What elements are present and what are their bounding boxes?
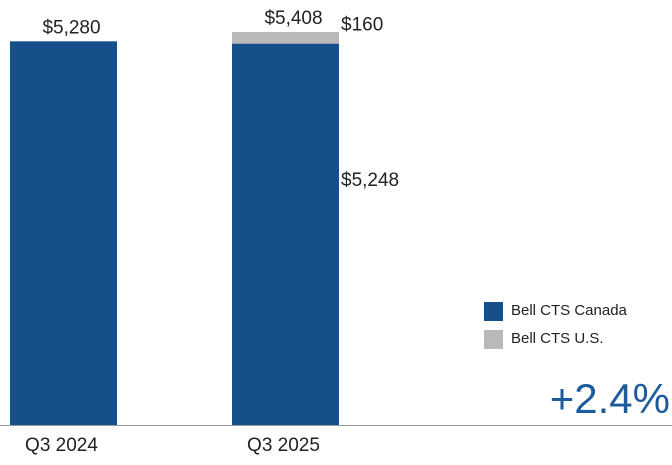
legend-label: Bell CTS U.S. — [511, 330, 604, 347]
total-label: $5,408 — [264, 8, 322, 29]
legend-swatch — [484, 302, 503, 321]
legend-swatch — [484, 330, 503, 349]
change-annotation: +2.4% — [550, 375, 670, 422]
x-tick-label: Q3 2024 — [25, 435, 98, 456]
bar-segment — [232, 32, 339, 44]
segment-label: $160 — [341, 15, 383, 36]
x-tick-label: Q3 2025 — [247, 435, 320, 456]
bar-segment — [10, 41, 117, 425]
bar-segment — [232, 43, 339, 425]
total-label: $5,280 — [42, 17, 100, 38]
segment-label: $5,248 — [341, 170, 399, 191]
legend-label: Bell CTS Canada — [511, 302, 628, 319]
